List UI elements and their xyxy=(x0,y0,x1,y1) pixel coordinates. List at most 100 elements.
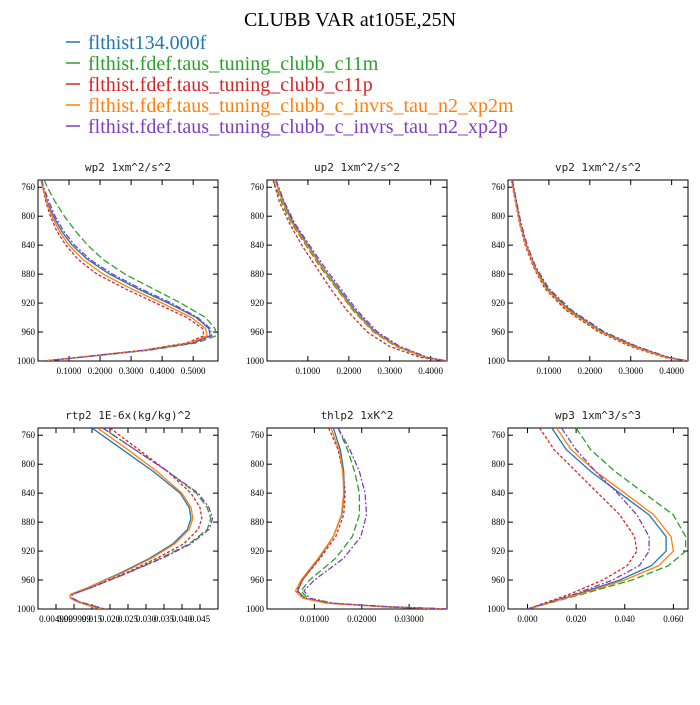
y-tick-label: 920 xyxy=(492,546,506,556)
y-tick-label: 760 xyxy=(22,182,36,192)
y-tick-label: 920 xyxy=(492,298,506,308)
series-line xyxy=(274,180,447,361)
y-tick-label: 960 xyxy=(22,327,36,337)
y-tick-label: 760 xyxy=(492,182,506,192)
y-tick-label: 760 xyxy=(492,430,506,440)
y-tick-label: 960 xyxy=(22,575,36,585)
y-tick-label: 800 xyxy=(492,211,506,221)
y-tick-label: 880 xyxy=(251,269,265,279)
series-line xyxy=(272,180,447,361)
x-tick-label: 0.1000 xyxy=(296,366,321,376)
series-line xyxy=(527,428,638,609)
x-tick-label: 0.01000 xyxy=(300,614,330,624)
y-tick-label: 840 xyxy=(492,240,506,250)
series-line xyxy=(272,180,447,361)
y-tick-label: 800 xyxy=(251,211,265,221)
series-line xyxy=(295,428,447,609)
series-line xyxy=(71,428,214,609)
panel: wp3 1xm^3/s^3 760 800 840 880 920 960 1000 0.000… xyxy=(487,409,689,624)
y-tick-label: 800 xyxy=(251,459,265,469)
x-tick-label: 0.045 xyxy=(190,614,211,624)
y-tick-label: 920 xyxy=(251,298,265,308)
y-tick-label: 840 xyxy=(22,488,36,498)
y-tick-label: 760 xyxy=(251,182,265,192)
x-tick-label: 0.4000 xyxy=(659,366,684,376)
plot-frame xyxy=(266,427,448,610)
panel: thlp2 1xK^2 760 800 840 880 920 960 1000 0.01000… xyxy=(246,409,448,624)
y-tick-label: 880 xyxy=(251,517,265,527)
plot-frame xyxy=(37,179,219,362)
y-tick-label: 1000 xyxy=(17,604,36,614)
panel-title: vp2 1xm^2/s^2 xyxy=(555,161,641,174)
series-line xyxy=(40,180,208,361)
x-tick-label: 0.2000 xyxy=(577,366,602,376)
x-tick-label: 0.040 xyxy=(172,614,193,624)
series-line xyxy=(527,428,667,609)
y-tick-label: 1000 xyxy=(487,356,506,366)
legend-label: flthist.fdef.taus_tuning_clubb_c_invrs_t… xyxy=(88,116,508,138)
plot-frame xyxy=(266,179,448,362)
x-tick-label: 0.040 xyxy=(615,614,636,624)
y-tick-label: 960 xyxy=(492,327,506,337)
series-line xyxy=(511,180,688,361)
y-tick-label: 960 xyxy=(492,575,506,585)
series-line xyxy=(300,428,447,609)
x-tick-label: 0.1000 xyxy=(537,366,562,376)
x-tick-label: 0.2000 xyxy=(336,366,361,376)
x-tick-label: 0.5000 xyxy=(181,366,206,376)
legend-label: flthist134.000f xyxy=(88,32,207,54)
legend-label: flthist.fdef.taus_tuning_clubb_c11p xyxy=(88,74,373,96)
series-line xyxy=(275,180,447,361)
y-tick-label: 760 xyxy=(251,430,265,440)
y-tick-label: 800 xyxy=(22,459,36,469)
x-tick-label: 0.009999 xyxy=(57,614,91,624)
series-line xyxy=(303,428,447,609)
y-tick-label: 1000 xyxy=(246,604,265,614)
panel: vp2 1xm^2/s^2 760 800 840 880 920 960 1000 0.100… xyxy=(487,161,689,376)
panel: rtp2 1E-6x(kg/kg)^2 760 800 840 880 920 960 100… xyxy=(17,409,219,624)
y-tick-label: 1000 xyxy=(487,604,506,614)
series-line xyxy=(527,428,675,609)
x-tick-label: 0.025 xyxy=(118,614,139,624)
y-tick-label: 760 xyxy=(22,430,36,440)
x-tick-label: 0.020 xyxy=(100,614,121,624)
y-tick-label: 1000 xyxy=(17,356,36,366)
y-tick-label: 960 xyxy=(251,327,265,337)
series-line xyxy=(71,428,212,609)
series-line xyxy=(511,180,688,361)
series-line xyxy=(69,428,194,609)
y-tick-label: 920 xyxy=(22,546,36,556)
x-tick-label: 0.03000 xyxy=(394,614,424,624)
y-tick-label: 840 xyxy=(492,488,506,498)
legend-label: flthist.fdef.taus_tuning_clubb_c_invrs_t… xyxy=(88,95,514,117)
y-tick-label: 800 xyxy=(492,459,506,469)
series-line xyxy=(40,180,211,361)
y-tick-label: 920 xyxy=(251,546,265,556)
panel: wp2 1xm^2/s^2 760 800 840 880 920 960 1000 0.100… xyxy=(17,161,219,376)
panels: wp2 1xm^2/s^2 760 800 840 880 920 960 1000 0.100… xyxy=(17,161,689,624)
x-tick-label: 0.060 xyxy=(663,614,684,624)
y-tick-label: 840 xyxy=(22,240,36,250)
x-tick-label: 0.02000 xyxy=(347,614,377,624)
y-tick-label: 880 xyxy=(22,517,36,527)
series-line xyxy=(41,180,213,361)
series-line xyxy=(69,428,192,609)
panel-title: thlp2 1xK^2 xyxy=(321,409,394,422)
x-tick-label: 0.1000 xyxy=(57,366,82,376)
y-tick-label: 840 xyxy=(251,488,265,498)
y-tick-label: 840 xyxy=(251,240,265,250)
legend: flthist134.000fflthist.fdef.taus_tuning_… xyxy=(66,32,514,138)
x-tick-label: 0.000 xyxy=(517,614,538,624)
x-tick-label: 0.3000 xyxy=(119,366,144,376)
x-tick-label: 0.4000 xyxy=(418,366,443,376)
legend-label: flthist.fdef.taus_tuning_clubb_c11m xyxy=(88,53,379,75)
y-tick-label: 880 xyxy=(22,269,36,279)
y-tick-label: 880 xyxy=(492,517,506,527)
series-line xyxy=(43,180,218,361)
y-tick-label: 880 xyxy=(492,269,506,279)
series-line xyxy=(274,180,447,361)
series-line xyxy=(40,180,205,361)
y-tick-label: 800 xyxy=(22,211,36,221)
